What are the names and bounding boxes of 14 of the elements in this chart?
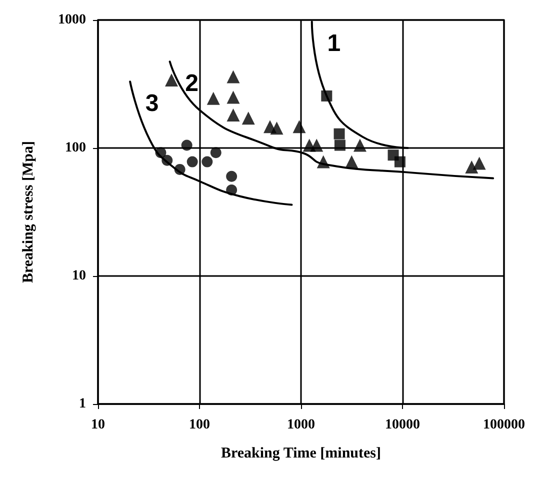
y-axis-title: Breaking stress [Mpa] (20, 141, 36, 283)
y-tick-label: 1 (79, 396, 86, 412)
y-tick-label: 1000 (58, 12, 86, 28)
x-tick-label: 10 (91, 418, 105, 432)
x-tick-label: 1000 (287, 418, 315, 432)
annotation: 3 (145, 90, 159, 118)
y-tick-label: 100 (65, 140, 86, 156)
x-axis-title: Breaking Time [minutes] (220, 446, 382, 462)
x-tick-label: 100000 (483, 418, 525, 432)
x-tick-label: 100 (189, 418, 210, 432)
y-tick-label: 10 (72, 268, 86, 284)
x-tick-label: 10000 (385, 418, 420, 432)
annotation: 2 (185, 70, 198, 98)
annotation: 1 (327, 30, 341, 58)
